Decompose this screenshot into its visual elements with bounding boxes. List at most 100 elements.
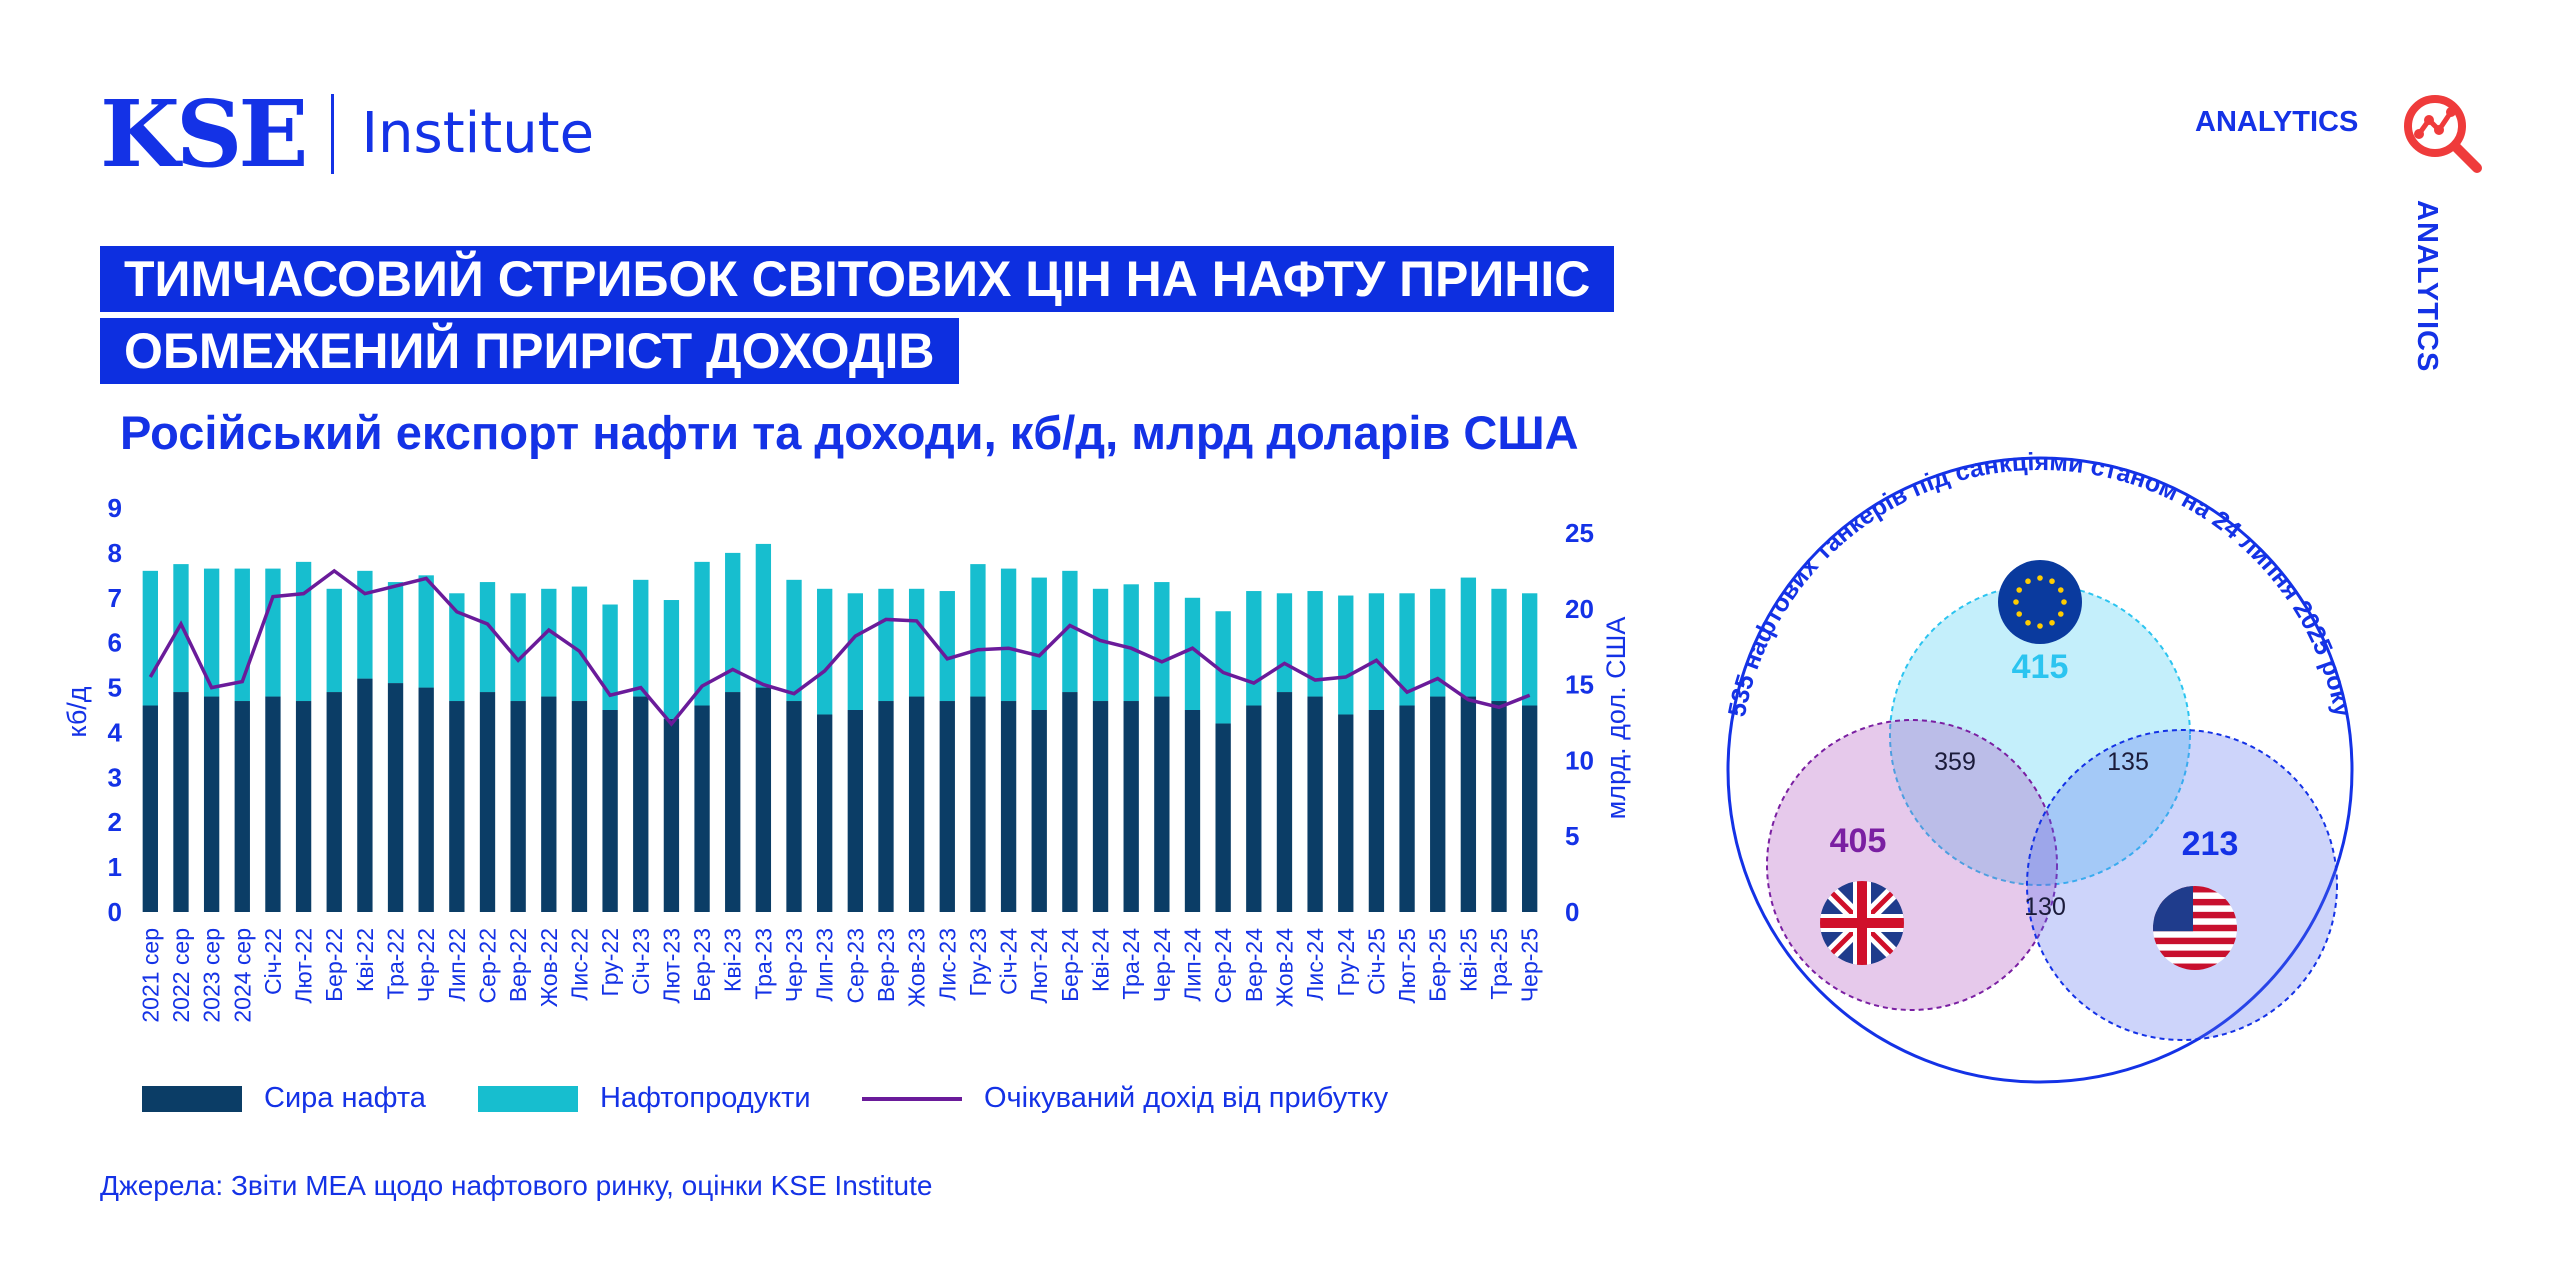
bar-crude [1491, 701, 1507, 912]
venn-value-uk-eu: 359 [1934, 748, 1976, 776]
oil-export-chart: 0 1 2 3 4 5 6 7 8 9 0 5 10 15 20 25 кб/д млрд. дол. США 20… [62, 493, 1631, 1023]
bar-products [602, 604, 618, 710]
us-stripe [2153, 905, 2237, 913]
x-tick-label: Чер-22 [413, 928, 439, 1002]
legend-item-crude: Сира нафта [142, 1082, 426, 1115]
bar-products [1123, 584, 1139, 702]
eu-star [2057, 611, 2064, 617]
x-tick-label: Тра-25 [1486, 928, 1512, 1000]
eu-star [2049, 619, 2055, 626]
y2-tick-label: 0 [1565, 897, 1579, 927]
us-stripe [2153, 931, 2237, 939]
bar-products [418, 575, 434, 688]
legend-item-revenue: Очікуваний дохід від прибутку [862, 1082, 1388, 1115]
bar-crude [387, 683, 404, 912]
x-tick-label: Тра-22 [383, 928, 409, 1000]
chart-subtitle: Російський експорт нафти та доходи, кб/д… [120, 406, 1579, 459]
bar-products [1000, 568, 1017, 702]
y-tick-label: 8 [108, 538, 122, 568]
bar-crude [1092, 701, 1109, 912]
bar-crude [755, 687, 772, 912]
bar-products [1215, 611, 1231, 724]
x-tick-label: Бер-23 [689, 928, 715, 1002]
venn-circle-us [2026, 729, 2338, 1041]
title-line-2: ОБМЕЖЕНИЙ ПРИРІСТ ДОХОДІВ [100, 318, 959, 384]
bar-products [878, 588, 894, 702]
y-axis-label: кб/д [62, 686, 92, 737]
eu-star [2037, 623, 2043, 629]
bar-products [173, 564, 189, 693]
legend-item-products: Нафтопродукти [478, 1082, 811, 1115]
eu-star [2025, 619, 2031, 626]
analytics-label: ANALYTICS [2195, 106, 2359, 138]
y-tick-label: 9 [108, 493, 122, 523]
bar-crude [1246, 705, 1262, 912]
bar-products [1368, 593, 1385, 710]
y2-tick-label: 25 [1565, 518, 1594, 548]
bar-crude [449, 701, 465, 912]
x-tick-label: Лип-22 [444, 928, 470, 1002]
bar-products [142, 570, 158, 706]
logo-kse-text: KSE [100, 80, 309, 188]
bar-crude [786, 701, 802, 912]
legend-label-crude: Сира нафта [264, 1082, 426, 1114]
bar-crude [970, 696, 986, 912]
bar-products [203, 568, 220, 697]
y-tick-label: 7 [108, 583, 122, 613]
analytics-vertical-label: ANALYTICS [2411, 200, 2443, 373]
bar-crude [1154, 696, 1170, 912]
x-tick-label: Лют-23 [658, 928, 684, 1004]
bar-crude [571, 701, 588, 912]
bar-crude [725, 692, 741, 912]
y-tick-label: 0 [108, 897, 122, 927]
bar-crude [908, 696, 925, 912]
bar-products [1246, 591, 1262, 706]
x-tick-label: Лис-22 [566, 928, 592, 1001]
bar-products [755, 543, 772, 688]
bar-crude [1215, 723, 1231, 912]
bar-crude [633, 696, 649, 912]
bar-crude [203, 696, 220, 912]
bar-crude [234, 701, 250, 912]
bar-products [1430, 588, 1446, 697]
venn-value-uk-us: 130 [2024, 893, 2066, 921]
bar-crude [1276, 692, 1293, 912]
us-stripe [2153, 898, 2237, 906]
y-tick-label: 4 [108, 717, 123, 747]
bar-crude [1338, 714, 1354, 912]
y2-tick-label: 5 [1565, 821, 1579, 851]
bar-products [1491, 588, 1507, 702]
us-stripe [2153, 957, 2237, 965]
bar-crude [847, 710, 863, 912]
bar-products [1092, 588, 1109, 702]
x-tick-label: Січ-24 [996, 928, 1022, 995]
x-tick-label: Жов-23 [904, 928, 930, 1007]
logo-divider [330, 94, 334, 174]
bar-products [449, 593, 465, 702]
bar-products [1276, 593, 1293, 693]
x-tick-label: Лис-24 [1302, 928, 1328, 1001]
x-tick-label: Вер-24 [1241, 928, 1267, 1002]
x-tick-label: Тра-24 [1118, 928, 1144, 1000]
bar-crude [418, 687, 434, 912]
us-stripe [2153, 924, 2237, 932]
legend-label-revenue: Очікуваний дохід від прибутку [984, 1082, 1389, 1114]
us-stripe [2153, 937, 2237, 945]
bar-products [1184, 597, 1201, 710]
y2-tick-label: 20 [1565, 594, 1594, 624]
x-tick-label: Кві-23 [720, 928, 746, 992]
bar-products [510, 593, 526, 702]
x-tick-label: Лют-24 [1026, 928, 1052, 1004]
source-note: Джерела: Звіти МЕА щодо нафтового ринку,… [100, 1170, 933, 1201]
bar-crude [142, 705, 158, 912]
x-tick-label: Вер-22 [505, 928, 531, 1002]
bar-products [847, 593, 863, 710]
bar-products [1031, 577, 1047, 710]
bar-crude [939, 701, 955, 912]
bar-crude [357, 678, 373, 912]
bar-crude [694, 705, 710, 912]
bar-crude [817, 714, 833, 912]
y-tick-label: 3 [108, 762, 122, 792]
title-line-1: ТИМЧАСОВИЙ СТРИБОК СВІТОВИХ ЦІН НА НАФТУ… [100, 246, 1615, 312]
x-tick-label: Чер-24 [1149, 928, 1175, 1002]
